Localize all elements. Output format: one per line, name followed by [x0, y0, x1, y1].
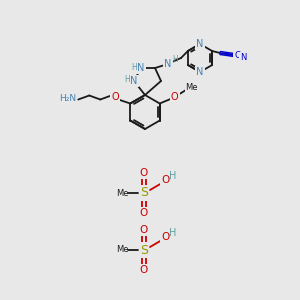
Text: O: O: [140, 265, 148, 275]
Text: O: O: [161, 232, 169, 242]
Text: Me: Me: [185, 83, 198, 92]
Text: S: S: [140, 244, 148, 256]
Text: H: H: [169, 171, 177, 181]
Text: H: H: [172, 56, 178, 64]
Text: H₂N: H₂N: [59, 94, 76, 103]
Text: C: C: [234, 52, 240, 61]
Text: O: O: [112, 92, 119, 103]
Text: N: N: [130, 76, 138, 86]
Text: N: N: [240, 52, 246, 62]
Text: Me: Me: [116, 188, 128, 197]
Text: N: N: [196, 39, 204, 49]
Text: Me: Me: [116, 245, 128, 254]
Text: N: N: [137, 63, 145, 73]
Text: O: O: [140, 208, 148, 218]
Text: N: N: [164, 59, 172, 69]
Text: O: O: [171, 92, 178, 101]
Text: H: H: [169, 228, 177, 238]
Text: H: H: [131, 62, 137, 71]
Text: O: O: [161, 175, 169, 185]
Text: N: N: [196, 67, 204, 77]
Text: S: S: [140, 187, 148, 200]
Text: H: H: [124, 76, 130, 85]
Text: O: O: [140, 168, 148, 178]
Text: O: O: [140, 225, 148, 235]
